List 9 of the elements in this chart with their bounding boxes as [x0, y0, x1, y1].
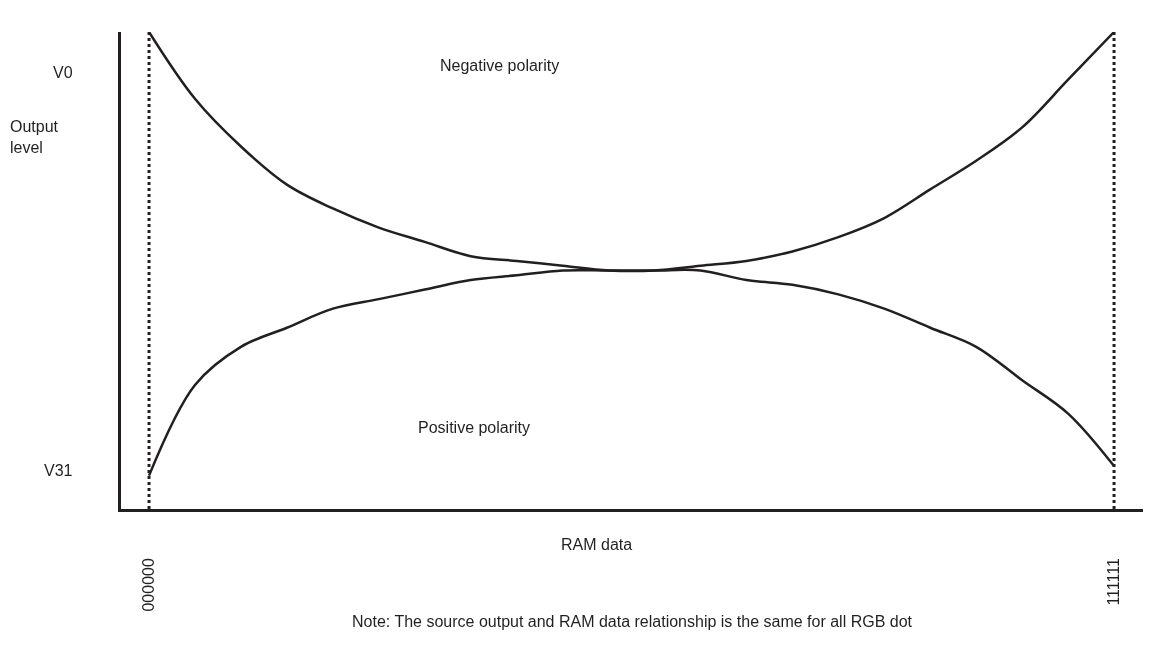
- text: V0: [53, 64, 73, 81]
- annotation: Positive polarity: [418, 419, 531, 436]
- x-axis-title: RAM data: [561, 536, 633, 553]
- text: V31: [44, 462, 73, 479]
- annotation: Negative polarity: [440, 57, 560, 74]
- y-axis-title: Output level: [10, 118, 59, 156]
- text: Note: The source output and RAM data relationship is the same for all RGB dot: [352, 613, 913, 630]
- x-tick-label: 000000: [140, 558, 158, 612]
- x-tick-label: 111111: [1105, 558, 1123, 606]
